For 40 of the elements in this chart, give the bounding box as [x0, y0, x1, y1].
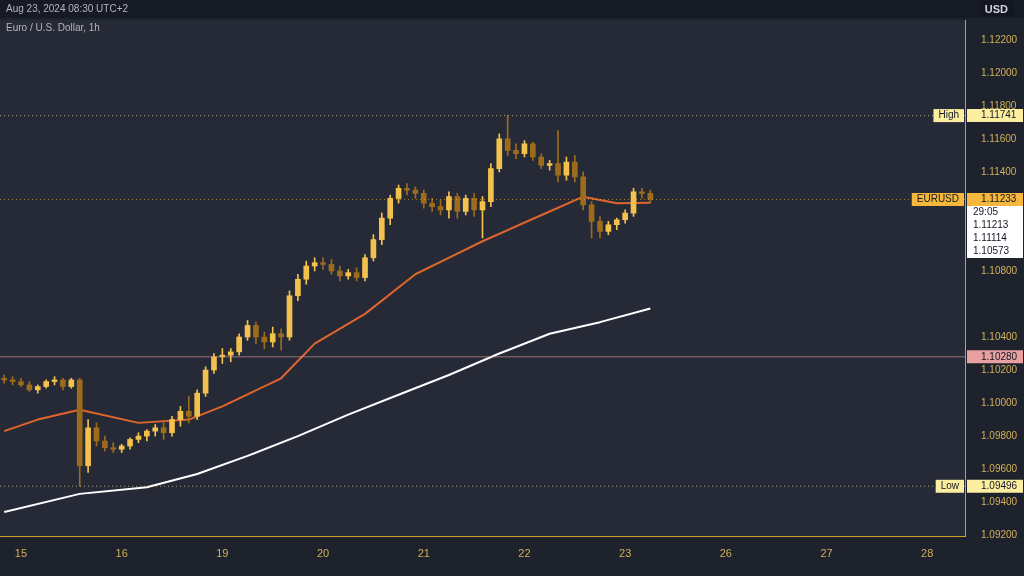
- y-tick-label: 1.09800: [981, 429, 1018, 441]
- y-tick-label: 1.11800: [981, 99, 1017, 111]
- x-tick-label: 28: [921, 547, 934, 560]
- text: 1.11114: [973, 232, 1008, 244]
- ref-line-label: Low: [940, 480, 960, 492]
- y-tick-label: 1.10200: [981, 363, 1018, 375]
- x-tick-label: 16: [115, 547, 128, 560]
- text: 29:05: [973, 206, 999, 218]
- y-tick-label: 1.12200: [981, 33, 1018, 45]
- x-tick-label: 23: [619, 547, 632, 560]
- x-tick-label: 22: [518, 547, 531, 560]
- candlestick: [320, 257, 326, 270]
- text: 1.10573: [973, 245, 1010, 257]
- chart-subtitle: Aug 23, 2024 08:30 UTC+2: [6, 3, 129, 14]
- candlestick: [110, 442, 117, 453]
- y-tick-label: 1.10400: [981, 330, 1018, 342]
- y-tick-label: 1.09400: [981, 495, 1018, 507]
- y-tick-label: 1.10280: [981, 350, 1018, 362]
- y-tick-label: 1.09496: [981, 480, 1018, 492]
- y-tick-label: 1.10800: [981, 264, 1018, 276]
- y-tick-label: 1.11600: [981, 132, 1017, 144]
- ref-line-label: EURUSD: [916, 193, 960, 205]
- x-tick-label: 15: [14, 547, 28, 560]
- x-tick-label: 21: [417, 547, 430, 560]
- x-tick-label: 27: [820, 547, 833, 560]
- y-tick-label: 1.10000: [981, 396, 1018, 408]
- y-tick-label: 1.11400: [981, 165, 1017, 177]
- chart-title: Euro / U.S. Dollar, 1h: [6, 22, 100, 33]
- x-tick-label: 19: [216, 547, 229, 560]
- y-axis-title: USD: [978, 1, 1014, 17]
- y-tick-label: 1.11233: [981, 193, 1017, 205]
- x-tick-label: 26: [719, 547, 732, 560]
- text: 1.11213: [973, 219, 1009, 231]
- y-tick-label: 1.12000: [981, 66, 1018, 78]
- y-tick-label: 1.09200: [981, 528, 1018, 540]
- y-tick-label: 1.09600: [981, 462, 1018, 474]
- y-tick-label: 1.11741: [981, 109, 1017, 121]
- x-tick-label: 20: [316, 547, 330, 560]
- candlestick: [639, 188, 645, 199]
- ref-line-label: High: [938, 109, 960, 121]
